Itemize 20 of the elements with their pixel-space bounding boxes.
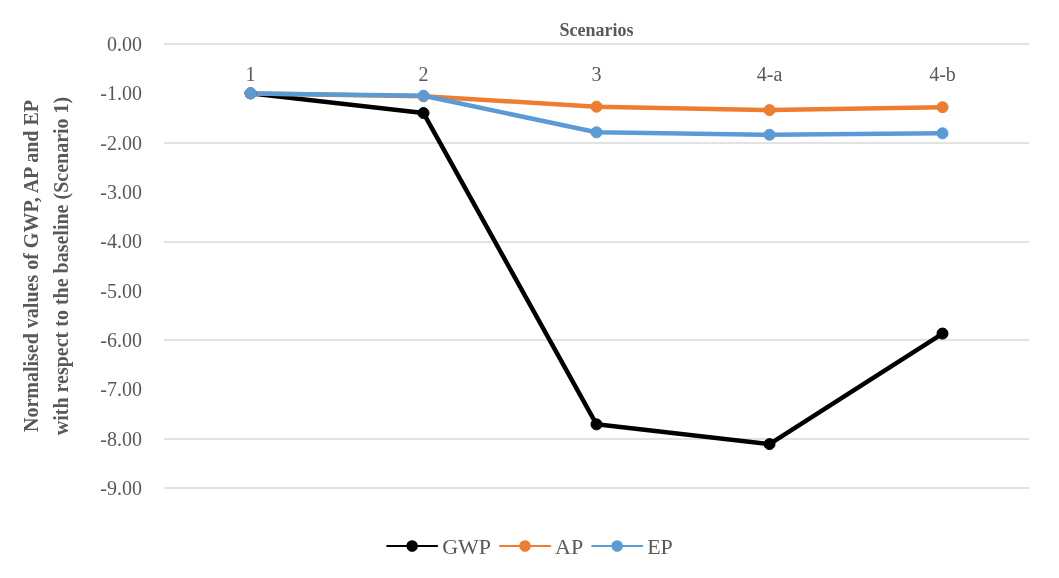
y-tick-label: -6.00 [100,329,142,351]
legend-label: AP [555,533,584,559]
x-tick-label: 4-a [756,63,783,85]
legend-label: EP [647,533,673,559]
x-axis-title: Scenarios [559,20,634,41]
x-tick-label: 2 [418,63,429,85]
x-tick-label: 3 [591,63,602,85]
x-tick-label: 1 [245,63,256,85]
y-tick-label: -1.00 [100,82,142,105]
y-tick-label: -5.00 [100,279,142,302]
y-tick-label: -9.00 [100,477,142,499]
y-tick-label: 0.00 [107,33,142,55]
y-tick-label: -8.00 [100,427,142,450]
x-tick-label: 4-b [929,63,956,85]
y-axis-title: Normalised values of GWP, AP and EP with respect to the baseline (Scenario 1) [20,96,73,436]
y-tick-label: -4.00 [100,230,142,253]
legend-label: GWP [442,533,492,559]
y-tick-label: -2.00 [100,131,142,154]
y-tick-label: -7.00 [100,378,142,401]
y-tick-label: -3.00 [100,181,142,203]
